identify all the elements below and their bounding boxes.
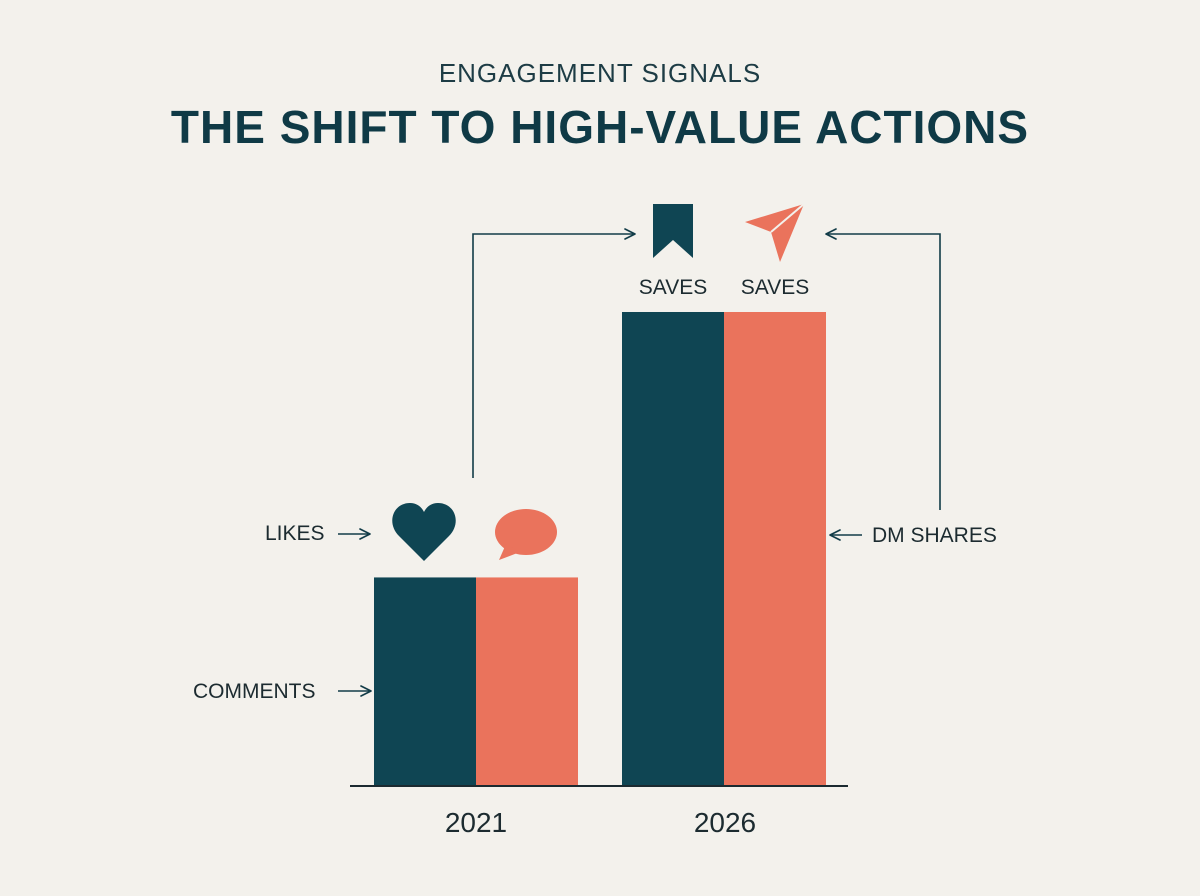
annotation-comments: COMMENTS [193, 680, 316, 703]
annotation-saves-left: SAVES [639, 276, 707, 299]
tick-label-2026: 2026 [694, 807, 756, 838]
tick-label-2021: 2021 [445, 807, 507, 838]
annotation-saves-right: SAVES [741, 276, 809, 299]
bar-2021-series-2 [476, 577, 578, 786]
bookmark-icon [653, 204, 693, 258]
chart-title: THE SHIFT TO HIGH-VALUE ACTIONS [170, 101, 1030, 153]
shift-arrow-right [825, 228, 941, 510]
speech-bubble-icon [495, 509, 557, 560]
annotation-dm-shares: DM SHARES [872, 524, 997, 547]
chart-kicker: ENGAGEMENT SIGNALS [438, 58, 762, 88]
bar-2026-series-1 [622, 312, 724, 786]
bar-2021-series-1 [374, 577, 476, 786]
bars-group [374, 312, 826, 786]
shift-arrow-left [472, 228, 636, 478]
bar-2026-series-2 [724, 312, 826, 786]
heart-icon [392, 503, 456, 561]
annotation-likes: LIKES [265, 522, 325, 545]
paper-plane-icon [745, 203, 805, 262]
